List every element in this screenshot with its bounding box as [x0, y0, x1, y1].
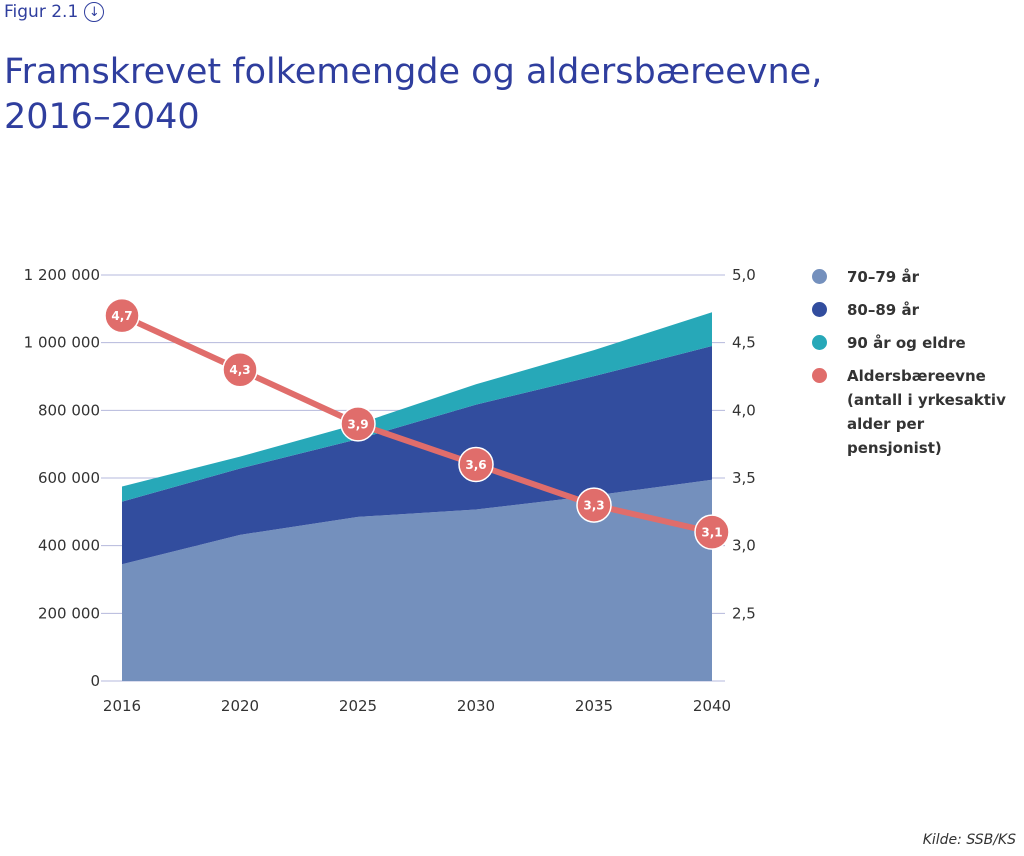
y-right-tick-label: 3,0: [732, 537, 756, 555]
x-tick-label: 2035: [575, 697, 613, 715]
legend-item: 70–79 år: [812, 265, 1024, 289]
legend-swatch: [812, 269, 827, 284]
legend-swatch: [812, 368, 827, 383]
area-70-79: [122, 479, 712, 681]
legend-item: 90 år og eldre: [812, 331, 1024, 355]
area-90-plus: [122, 312, 712, 502]
legend-label: 90 år og eldre: [847, 334, 966, 352]
data-label: 3,6: [465, 458, 486, 472]
line-point: [340, 406, 376, 442]
x-tick-label: 2020: [221, 697, 259, 715]
legend-label: 70–79 år: [847, 268, 919, 286]
y-left-tick-label: 1 200 000: [24, 266, 100, 284]
y-left-tick-label: 600 000: [38, 469, 100, 487]
figure-label: Figur 2.1 ↓: [4, 2, 105, 22]
legend-label: Aldersbæreevne (antall i yrkesaktiv alde…: [847, 367, 1006, 457]
data-label: 3,1: [701, 526, 722, 540]
line-point: [576, 487, 612, 523]
y-right-tick-label: 4,0: [732, 401, 756, 419]
data-label: 3,3: [583, 499, 604, 513]
x-tick-label: 2016: [103, 697, 141, 715]
line-aldersbaereevne: [120, 312, 713, 536]
y-right-tick-label: 4,5: [732, 334, 756, 352]
x-tick-label: 2025: [339, 697, 377, 715]
legend-swatch: [812, 302, 827, 317]
y-right-tick-label: 3,5: [732, 469, 756, 487]
y-right-tick-label: 2,5: [732, 604, 756, 622]
x-tick-label: 2040: [693, 697, 731, 715]
data-label: 3,9: [347, 417, 368, 431]
line-point: [458, 446, 494, 483]
chart-title: Framskrevet folkemengde og aldersbæreevn…: [4, 52, 823, 137]
y-left-tick-label: 200 000: [38, 604, 100, 622]
legend-label: 80–89 år: [847, 301, 919, 319]
source-note: Kilde: SSB/KS: [922, 832, 1016, 848]
x-tick-label: 2030: [457, 697, 495, 715]
figure-label-text: Figur 2.1: [4, 2, 79, 22]
legend-swatch: [812, 335, 827, 350]
y-left-tick-label: 0: [90, 672, 100, 690]
y-left-tick-label: 400 000: [38, 537, 100, 555]
data-label: 4,3: [229, 363, 250, 377]
download-icon[interactable]: ↓: [84, 2, 105, 22]
y-left-tick-label: 1 000 000: [24, 334, 100, 352]
legend-item: 80–89 år: [812, 298, 1024, 322]
line-point: [694, 514, 730, 550]
area-80-89: [122, 346, 712, 565]
data-label: 4,7: [111, 309, 132, 323]
y-left-tick-label: 800 000: [38, 401, 100, 419]
legend-item: Aldersbæreevne (antall i yrkesaktiv alde…: [812, 364, 1024, 460]
y-right-tick-label: 5,0: [732, 266, 756, 284]
line-point: [222, 351, 258, 388]
legend: 70–79 år 80–89 år 90 år og eldre Aldersbære…: [812, 265, 1024, 469]
line-point: [104, 297, 140, 334]
